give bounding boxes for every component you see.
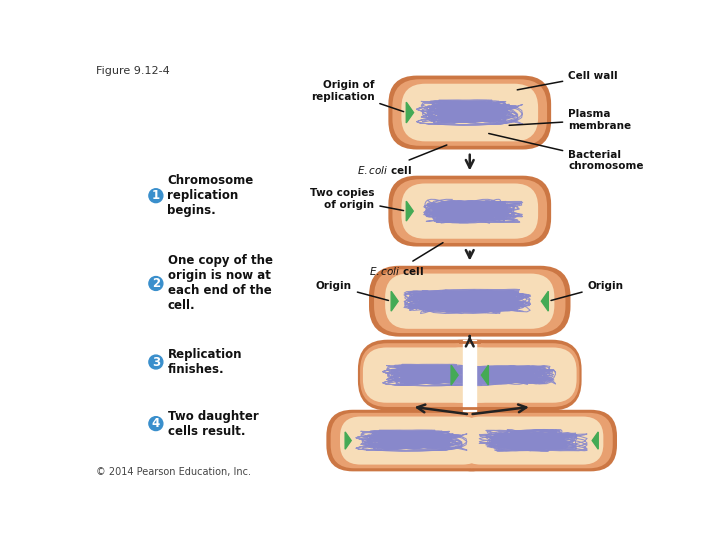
Circle shape <box>149 355 163 369</box>
Text: Two daughter
cells result.: Two daughter cells result. <box>168 410 258 437</box>
Polygon shape <box>345 432 351 449</box>
Polygon shape <box>482 365 488 385</box>
FancyBboxPatch shape <box>438 347 577 403</box>
FancyBboxPatch shape <box>435 343 580 407</box>
Text: Plasma
membrane: Plasma membrane <box>509 109 631 131</box>
FancyBboxPatch shape <box>392 179 547 243</box>
Text: $\mathit{E. coli}$ cell: $\mathit{E. coli}$ cell <box>357 145 447 176</box>
Text: © 2014 Pearson Education, Inc.: © 2014 Pearson Education, Inc. <box>96 467 251 477</box>
FancyBboxPatch shape <box>385 274 554 329</box>
FancyBboxPatch shape <box>330 413 492 468</box>
Text: 1: 1 <box>152 189 160 202</box>
Text: Cell wall: Cell wall <box>517 71 618 90</box>
Circle shape <box>149 189 163 202</box>
FancyBboxPatch shape <box>326 410 497 471</box>
FancyBboxPatch shape <box>374 269 565 333</box>
Text: One copy of the
origin is now at
each end of the
cell.: One copy of the origin is now at each en… <box>168 254 272 313</box>
Polygon shape <box>592 432 598 449</box>
Text: Origin: Origin <box>551 281 624 300</box>
FancyBboxPatch shape <box>392 79 547 146</box>
Polygon shape <box>406 102 413 123</box>
Polygon shape <box>451 365 458 385</box>
Text: Replication
finishes.: Replication finishes. <box>168 348 242 376</box>
Text: 2: 2 <box>152 277 160 290</box>
Polygon shape <box>406 201 413 221</box>
FancyBboxPatch shape <box>446 410 617 471</box>
Text: Chromosome
replication
begins.: Chromosome replication begins. <box>168 174 253 217</box>
FancyBboxPatch shape <box>358 340 507 410</box>
Text: Bacterial
chromosome: Bacterial chromosome <box>489 133 644 171</box>
FancyBboxPatch shape <box>340 416 483 464</box>
FancyBboxPatch shape <box>451 413 613 468</box>
FancyBboxPatch shape <box>388 76 551 150</box>
Circle shape <box>149 276 163 291</box>
FancyBboxPatch shape <box>460 416 603 464</box>
Circle shape <box>149 417 163 430</box>
FancyBboxPatch shape <box>369 266 570 336</box>
FancyBboxPatch shape <box>433 340 582 410</box>
Text: 4: 4 <box>152 417 160 430</box>
FancyBboxPatch shape <box>360 343 505 407</box>
Polygon shape <box>391 291 398 311</box>
FancyBboxPatch shape <box>388 176 551 247</box>
Bar <box>464 340 476 410</box>
Text: 3: 3 <box>152 355 160 368</box>
Text: Two copies
of origin: Two copies of origin <box>310 188 403 211</box>
FancyBboxPatch shape <box>363 347 502 403</box>
Polygon shape <box>541 291 549 311</box>
Text: $\mathit{E. coli}$ cell: $\mathit{E. coli}$ cell <box>369 242 443 278</box>
Text: Origin: Origin <box>316 281 389 300</box>
Text: Origin of
replication: Origin of replication <box>311 80 404 112</box>
FancyBboxPatch shape <box>401 84 538 141</box>
FancyBboxPatch shape <box>401 184 538 239</box>
Text: Figure 9.12-4: Figure 9.12-4 <box>96 66 170 76</box>
